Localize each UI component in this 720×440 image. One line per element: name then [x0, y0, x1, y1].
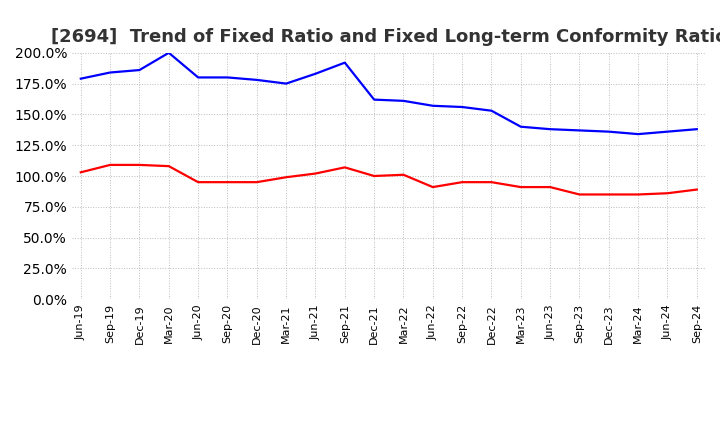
Fixed Long-term Conformity Ratio: [223, 180, 232, 185]
Fixed Long-term Conformity Ratio: [311, 171, 320, 176]
Fixed Long-term Conformity Ratio: [106, 162, 114, 168]
Fixed Long-term Conformity Ratio: [546, 184, 554, 190]
Fixed Ratio: [311, 71, 320, 77]
Fixed Ratio: [663, 129, 672, 134]
Fixed Long-term Conformity Ratio: [575, 192, 584, 197]
Fixed Long-term Conformity Ratio: [634, 192, 642, 197]
Fixed Long-term Conformity Ratio: [341, 165, 349, 170]
Fixed Long-term Conformity Ratio: [693, 187, 701, 192]
Fixed Long-term Conformity Ratio: [282, 175, 290, 180]
Fixed Ratio: [399, 98, 408, 103]
Fixed Ratio: [546, 127, 554, 132]
Fixed Long-term Conformity Ratio: [428, 184, 437, 190]
Fixed Ratio: [575, 128, 584, 133]
Fixed Ratio: [458, 104, 467, 110]
Line: Fixed Long-term Conformity Ratio: Fixed Long-term Conformity Ratio: [81, 165, 697, 194]
Fixed Ratio: [634, 132, 642, 137]
Fixed Ratio: [282, 81, 290, 86]
Fixed Long-term Conformity Ratio: [253, 180, 261, 185]
Fixed Ratio: [487, 108, 496, 114]
Fixed Long-term Conformity Ratio: [458, 180, 467, 185]
Title: [2694]  Trend of Fixed Ratio and Fixed Long-term Conformity Ratio: [2694] Trend of Fixed Ratio and Fixed Lo…: [50, 28, 720, 46]
Fixed Long-term Conformity Ratio: [516, 184, 525, 190]
Fixed Long-term Conformity Ratio: [487, 180, 496, 185]
Fixed Ratio: [693, 127, 701, 132]
Fixed Ratio: [341, 60, 349, 65]
Fixed Ratio: [223, 75, 232, 80]
Fixed Ratio: [370, 97, 379, 102]
Fixed Long-term Conformity Ratio: [164, 164, 173, 169]
Fixed Ratio: [194, 75, 202, 80]
Fixed Ratio: [428, 103, 437, 108]
Fixed Long-term Conformity Ratio: [399, 172, 408, 177]
Fixed Long-term Conformity Ratio: [194, 180, 202, 185]
Fixed Long-term Conformity Ratio: [370, 173, 379, 179]
Fixed Ratio: [135, 67, 144, 73]
Fixed Ratio: [516, 124, 525, 129]
Fixed Ratio: [164, 50, 173, 55]
Fixed Ratio: [253, 77, 261, 83]
Fixed Ratio: [106, 70, 114, 75]
Fixed Long-term Conformity Ratio: [76, 170, 85, 175]
Fixed Long-term Conformity Ratio: [605, 192, 613, 197]
Fixed Long-term Conformity Ratio: [663, 191, 672, 196]
Fixed Ratio: [76, 76, 85, 81]
Line: Fixed Ratio: Fixed Ratio: [81, 53, 697, 134]
Fixed Ratio: [605, 129, 613, 134]
Fixed Long-term Conformity Ratio: [135, 162, 144, 168]
